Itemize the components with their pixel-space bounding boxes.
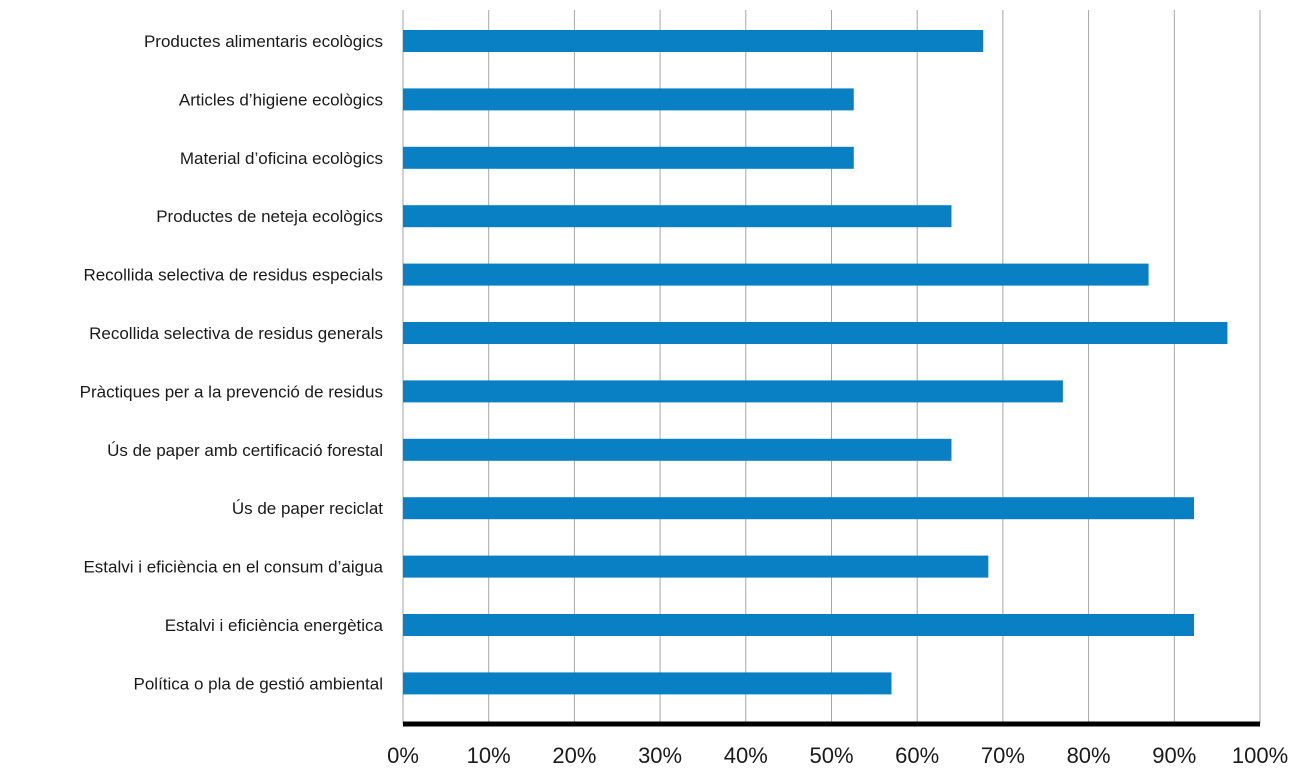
gridlines [402,10,1261,724]
category-label: Recollida selectiva de residus especials [83,266,383,285]
x-tick-label: 60% [895,743,939,768]
category-label: Estalvi i eficiència en el consum d’aigu… [83,558,383,577]
category-label: Pràctiques per a la prevenció de residus [80,382,383,401]
x-tick-label: 70% [981,743,1025,768]
x-tick-label: 10% [467,743,511,768]
bar [403,88,854,111]
x-tick-label: 20% [552,743,596,768]
bar [403,438,952,461]
category-label: Política o pla de gestió ambiental [134,674,384,693]
category-label: Ús de paper amb certificació forestal [107,441,383,460]
category-label: Recollida selectiva de residus generals [89,324,383,343]
category-label: Productes alimentaris ecològics [144,32,383,51]
bar [403,380,1063,403]
bar [403,30,984,52]
x-tick-label: 90% [1152,743,1196,768]
bar [403,672,892,695]
category-label: Productes de neteja ecològics [156,207,383,226]
bar [403,263,1149,286]
bar [403,322,1228,344]
x-tick-label: 30% [638,743,682,768]
category-label: Estalvi i eficiència energètica [165,616,384,635]
bar [403,146,854,169]
category-label: Ús de paper reciclat [232,499,383,518]
x-tick-label: 50% [809,743,853,768]
x-tick-label: 80% [1067,743,1111,768]
category-labels: Productes alimentaris ecològics Articles … [80,32,384,693]
category-label: Articles d’higiene ecològics [179,90,383,109]
x-tick-labels: 0% 10% 20% 30% 40% 50% 60% 70% 80% 90% 100% [387,743,1288,768]
bars [403,30,1228,695]
x-tick-label: 0% [387,743,419,768]
x-tick-label: 40% [724,743,768,768]
category-label: Material d’oficina ecològics [180,149,383,168]
bar [403,205,952,228]
x-tick-label: 100% [1232,743,1288,768]
bar [403,614,1195,636]
bar [403,497,1195,520]
bar [403,555,989,578]
